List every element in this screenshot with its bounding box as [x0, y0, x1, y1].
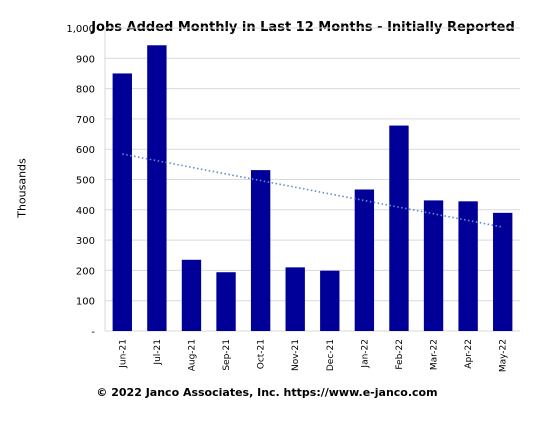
bar: [147, 45, 167, 332]
y-tick-label: 100: [76, 297, 95, 308]
x-tick-label: Feb-22: [395, 339, 405, 370]
y-axis-label: Thousands: [15, 158, 29, 218]
x-tick-label: Sep-21: [222, 339, 232, 371]
y-tick-label: 1,000: [66, 24, 95, 35]
bar: [216, 272, 236, 331]
bar: [320, 270, 340, 331]
x-tick-label: Aug-21: [187, 339, 197, 371]
x-tick-label: Jan-22: [360, 339, 370, 369]
x-tick-label: Dec-21: [326, 339, 336, 371]
y-tick-label: 300: [76, 236, 95, 247]
x-tick-label: Nov-21: [291, 339, 301, 371]
x-tick-label: Mar-22: [430, 339, 440, 370]
bar-series: [112, 45, 513, 332]
x-tick-label: Jul-21: [153, 339, 163, 366]
y-tick-label: 400: [76, 206, 95, 217]
x-axis-ticks: Jun-21 Jul-21 Aug-21 Sep-21 Oct-21 Nov-21 Dec-…: [118, 339, 508, 372]
y-tick-label: 700: [76, 115, 95, 126]
x-tick-label: Oct-21: [257, 339, 267, 369]
gridlines: [104, 27, 520, 332]
y-axis-ticks: - 100 200 300 400 500 600 700 800 900 1,000: [66, 24, 95, 338]
y-tick-label: 600: [76, 145, 95, 156]
bar: [285, 267, 305, 331]
bar: [250, 170, 271, 331]
trendline-line: [122, 153, 503, 228]
x-tick-label: May-22: [499, 339, 509, 372]
bar: [493, 212, 513, 331]
y-tick-label: 500: [76, 176, 95, 187]
x-tick-label: Apr-22: [464, 339, 474, 369]
bar: [423, 200, 444, 331]
y-tick-label: -: [91, 327, 95, 338]
trendline: [122, 153, 503, 228]
bar: [181, 259, 202, 331]
y-tick-label: 200: [76, 266, 95, 277]
y-tick-label: 800: [76, 85, 95, 96]
bar: [354, 189, 375, 331]
x-tick-label: Jun-21: [118, 339, 128, 369]
bar: [458, 201, 478, 331]
y-tick-label: 900: [76, 54, 95, 65]
bar: [389, 125, 409, 331]
copyright-footer: © 2022 Janco Associates, Inc. https://ww…: [96, 386, 438, 399]
bar: [112, 73, 132, 331]
